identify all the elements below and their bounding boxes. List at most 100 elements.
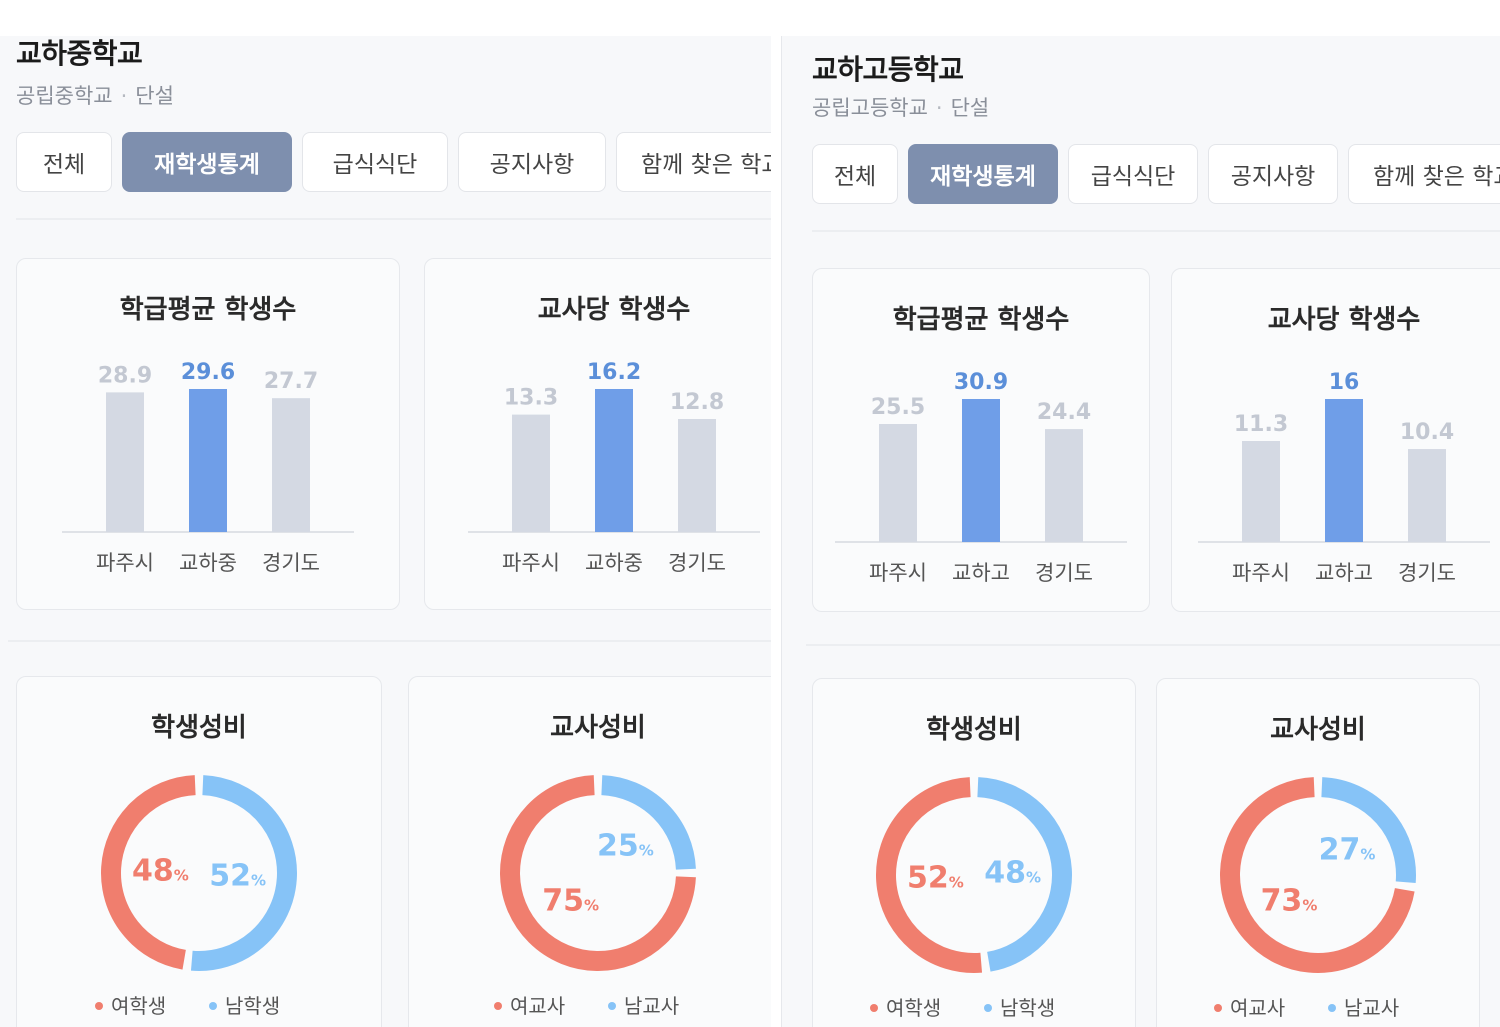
donut-chart: 48% 52%여학생 남학생: [95, 775, 297, 1018]
legend-label-male: 남학생: [1000, 996, 1055, 1020]
bar-value-label: 27.7: [264, 369, 318, 394]
tab-related-schools[interactable]: 함께 찾은 학교: [1348, 144, 1500, 204]
school-type: 공립고등학교: [812, 96, 928, 120]
category-label: 경기도: [1035, 561, 1093, 585]
percent-value: 48: [132, 854, 174, 889]
percent-sign: %: [1302, 897, 1317, 915]
legend-label-female: 여학생: [886, 996, 941, 1020]
bar-value-label: 12.8: [670, 390, 724, 415]
school-name: 교하중학교: [16, 37, 143, 70]
category-label: 파주시: [96, 551, 154, 575]
tab-meal-menu[interactable]: 급식식단: [1068, 144, 1198, 204]
tab-bar: 전체 재학생통계 급식식단 공지사항 함께 찾은 학교: [16, 132, 771, 192]
donut-segment-female: [500, 775, 696, 971]
card-title: 교사성비: [550, 713, 646, 743]
category-label: 교하고: [1315, 561, 1373, 585]
donut-segment-female: [876, 777, 983, 973]
donut-card-student-ratio: 학생성비 48% 52% 여학생 남학생: [16, 676, 382, 1027]
tab-notices[interactable]: 공지사항: [458, 132, 606, 192]
card-title: 교사당 학생수: [1267, 305, 1421, 335]
donut-chart: 52% 48% 여학생 남학생: [870, 777, 1072, 1020]
male-percent-label: 52%: [209, 858, 266, 893]
school-type: 공립중학교: [16, 84, 113, 108]
card-title: 교사당 학생수: [537, 295, 691, 325]
bar: [1242, 441, 1280, 542]
school-name: 교하고등학교: [812, 53, 964, 86]
donut-segment-male: [977, 777, 1072, 972]
school-panel-high: 교하고등학교 공립고등학교 · 단설 전체 재학생통계 급식식단 공지사항 함께 찾…: [781, 36, 1500, 1027]
percent-value: 25: [597, 829, 639, 864]
tab-student-stats[interactable]: 재학생통계: [122, 132, 292, 192]
bar-value-label: 11.3: [1234, 412, 1288, 437]
tab-student-stats[interactable]: 재학생통계: [908, 144, 1058, 204]
bar: [189, 389, 227, 532]
tab-divider: [16, 218, 771, 220]
tab-related-schools[interactable]: 함께 찾은 학교: [616, 132, 771, 192]
legend-dot-male: [984, 1004, 992, 1012]
percent-sign: %: [1026, 869, 1041, 887]
bar: [272, 398, 310, 532]
bar-value-label: 30.9: [954, 370, 1008, 395]
legend-label-male: 남교사: [624, 994, 679, 1018]
bar-value-label: 28.9: [98, 363, 152, 388]
percent-value: 75: [542, 883, 584, 918]
donut-chart: 75% 25% 여교사 남교사: [494, 775, 696, 1018]
percent-value: 48: [984, 856, 1026, 891]
tab-bar: 전체 재학생통계 급식식단 공지사항 함께 찾은 학교: [812, 144, 1500, 204]
category-label: 경기도: [262, 551, 320, 575]
percent-sign: %: [949, 873, 964, 891]
school-panel-middle: 교하중학교 공립중학교 · 단설 전체 재학생통계 급식식단 공지사항 함께 찾은 …: [0, 36, 771, 1027]
tab-all[interactable]: 전체: [812, 144, 898, 204]
bar-card-class-average: 학급평균 학생수 25.5 파주시 30.9 교하고 24.4 경기도: [812, 268, 1150, 612]
legend-dot-female: [494, 1002, 502, 1010]
bar-value-label: 10.4: [1400, 420, 1454, 445]
bar-value-label: 13.3: [504, 386, 558, 411]
donut-chart: 73%27%여교사 남교사: [1214, 777, 1416, 1020]
bar: [1325, 399, 1363, 542]
card-title: 학생성비: [926, 715, 1022, 745]
bar-card-class-average: 학급평균 학생수 28.9 파주시 29.6 교하중 27.7 경기도: [16, 258, 400, 610]
meta-separator: ·: [120, 84, 128, 108]
bar: [1045, 429, 1083, 542]
bar-value-label: 25.5: [871, 395, 925, 420]
female-percent-label: 75%: [542, 883, 599, 918]
bar: [512, 414, 550, 532]
legend-dot-male: [608, 1002, 616, 1010]
section-divider: [806, 644, 1500, 646]
category-label: 파주시: [502, 551, 560, 575]
percent-sign: %: [174, 867, 189, 885]
tab-divider: [812, 230, 1500, 232]
bar: [1408, 449, 1446, 542]
bar-card-per-teacher: 교사당 학생수 11.3 파주시 16 교하고 10.4 경기도: [1171, 268, 1500, 612]
male-percent-label: 27%: [1319, 832, 1376, 867]
percent-value: 27: [1319, 832, 1361, 867]
tab-all[interactable]: 전체: [16, 132, 112, 192]
percent-sign: %: [584, 896, 599, 914]
donut-card-teacher-ratio: 교사성비 75% 25% 여교사 남교사: [408, 676, 771, 1027]
donut-card-student-ratio: 학생성비 52% 48% 여학생 남학생: [812, 678, 1136, 1027]
legend-dot-male: [1328, 1004, 1336, 1012]
female-percent-label: 73%: [1261, 884, 1318, 919]
category-label: 경기도: [1398, 561, 1456, 585]
percent-sign: %: [1360, 845, 1375, 863]
donut-segment-male: [601, 775, 696, 870]
donut-segment-male: [1321, 777, 1416, 884]
tab-notices[interactable]: 공지사항: [1208, 144, 1338, 204]
bar: [879, 423, 917, 542]
school-meta: 공립고등학교 · 단설: [812, 92, 989, 122]
bar-chart: 28.9 파주시 29.6 교하중 27.7 경기도: [62, 360, 354, 575]
bar-value-label: 16: [1329, 370, 1360, 395]
legend-label-male: 남교사: [1344, 996, 1399, 1020]
female-percent-label: 52%: [907, 860, 964, 895]
legend-label-female: 여교사: [510, 994, 565, 1018]
section-divider: [8, 640, 771, 642]
school-meta: 공립중학교 · 단설: [16, 80, 174, 110]
percent-sign: %: [251, 871, 266, 889]
card-title: 학급평균 학생수: [119, 295, 297, 325]
card-title: 학생성비: [151, 713, 247, 743]
legend-dot-male: [209, 1002, 217, 1010]
bar-card-per-teacher: 교사당 학생수 13.3 파주시 16.2 교하중 12.8 경기도: [424, 258, 771, 610]
category-label: 파주시: [1232, 561, 1290, 585]
tab-meal-menu[interactable]: 급식식단: [302, 132, 448, 192]
bar-chart: 11.3 파주시 16 교하고 10.4 경기도: [1198, 370, 1490, 585]
